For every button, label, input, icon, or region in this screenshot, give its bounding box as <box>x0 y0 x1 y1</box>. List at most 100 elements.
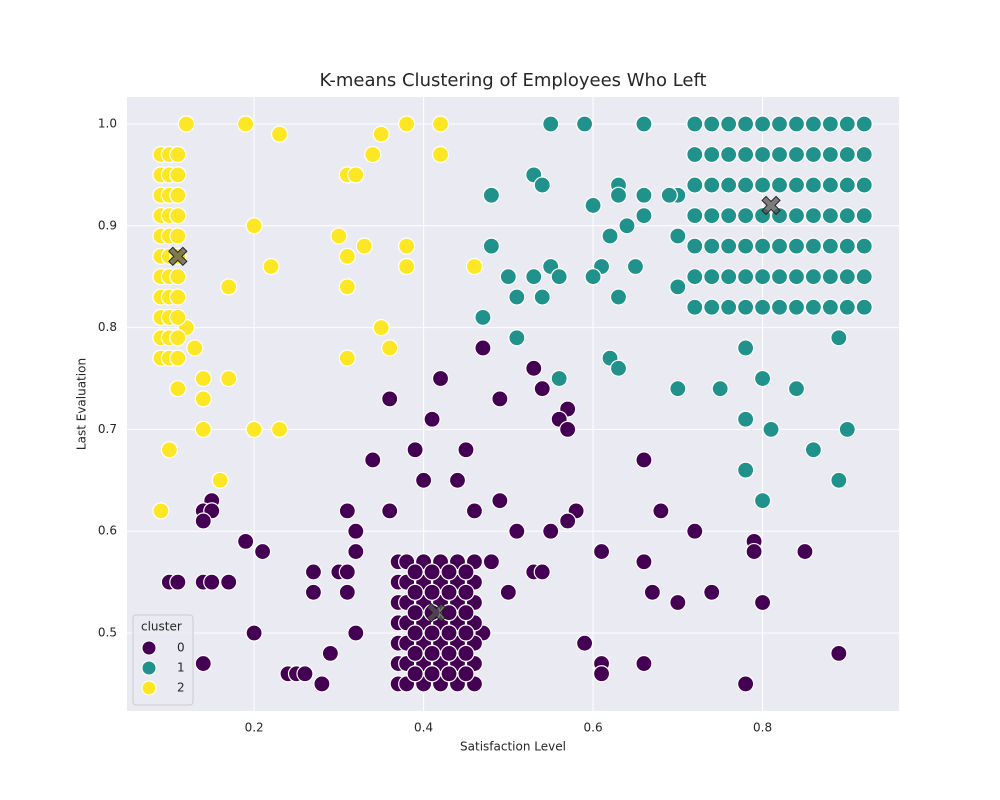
point <box>838 298 856 316</box>
point <box>440 604 458 622</box>
point <box>253 542 272 561</box>
point <box>753 237 772 255</box>
chart-title: K-means Clustering of Employees Who Left <box>319 70 706 91</box>
y-tick-label: 0.9 <box>98 218 117 232</box>
point <box>796 542 814 561</box>
point <box>508 288 526 306</box>
point <box>169 227 187 245</box>
point <box>313 675 331 693</box>
point <box>787 268 806 286</box>
point <box>686 268 704 286</box>
point <box>203 573 221 591</box>
point <box>753 593 772 612</box>
point <box>770 115 789 133</box>
point <box>576 634 594 652</box>
point <box>330 227 348 245</box>
y-tick-label: 1.0 <box>98 116 117 130</box>
point <box>440 583 458 601</box>
point <box>237 532 255 550</box>
point <box>440 624 458 642</box>
point <box>830 471 848 489</box>
point <box>406 604 424 622</box>
point <box>169 329 187 347</box>
point <box>186 339 204 357</box>
point <box>720 176 738 194</box>
point <box>635 553 653 571</box>
point <box>525 359 543 377</box>
legend-title: cluster <box>141 620 182 634</box>
point <box>237 115 255 133</box>
point <box>398 257 416 276</box>
point <box>753 369 772 388</box>
point <box>245 217 263 235</box>
point <box>737 339 755 357</box>
point <box>245 624 263 642</box>
point <box>686 298 704 316</box>
point <box>347 166 365 184</box>
point <box>364 451 382 469</box>
point <box>440 644 458 662</box>
point <box>720 237 738 255</box>
point <box>686 237 704 255</box>
point <box>177 115 195 133</box>
point <box>414 471 433 489</box>
point <box>753 298 772 316</box>
point <box>423 410 441 428</box>
point <box>304 583 323 601</box>
point <box>169 573 187 591</box>
point <box>737 268 755 286</box>
point <box>787 380 806 398</box>
point <box>804 207 823 225</box>
point <box>703 176 721 194</box>
point <box>448 471 467 489</box>
point <box>686 176 704 194</box>
point <box>787 145 806 164</box>
point <box>169 166 187 184</box>
point <box>686 115 704 133</box>
point <box>745 542 763 561</box>
point <box>457 624 475 642</box>
point <box>762 420 780 439</box>
point <box>491 390 509 408</box>
point <box>296 665 314 683</box>
point <box>737 207 755 225</box>
plot-area <box>127 97 899 711</box>
point <box>804 145 823 164</box>
point <box>347 624 365 642</box>
point <box>753 492 772 510</box>
point <box>652 502 670 520</box>
point <box>821 207 839 225</box>
point <box>838 420 856 439</box>
point <box>457 604 475 622</box>
point <box>169 308 187 327</box>
point <box>220 573 238 591</box>
point <box>720 207 738 225</box>
point <box>431 145 450 164</box>
point <box>440 665 458 683</box>
point <box>423 583 441 601</box>
point <box>482 237 500 255</box>
point <box>321 644 339 662</box>
point <box>508 522 526 540</box>
point <box>398 237 416 255</box>
point <box>457 563 475 581</box>
point <box>855 207 873 225</box>
point <box>482 186 500 204</box>
point <box>270 420 289 439</box>
point <box>499 268 517 286</box>
y-tick-label: 0.7 <box>98 422 117 436</box>
point <box>720 298 738 316</box>
point <box>406 563 424 581</box>
point <box>787 176 806 194</box>
point <box>550 268 568 286</box>
point <box>194 369 212 388</box>
point <box>601 227 619 245</box>
point <box>406 583 424 601</box>
point <box>703 583 721 601</box>
point <box>559 420 577 439</box>
point <box>838 268 856 286</box>
point <box>787 298 806 316</box>
point <box>821 268 839 286</box>
